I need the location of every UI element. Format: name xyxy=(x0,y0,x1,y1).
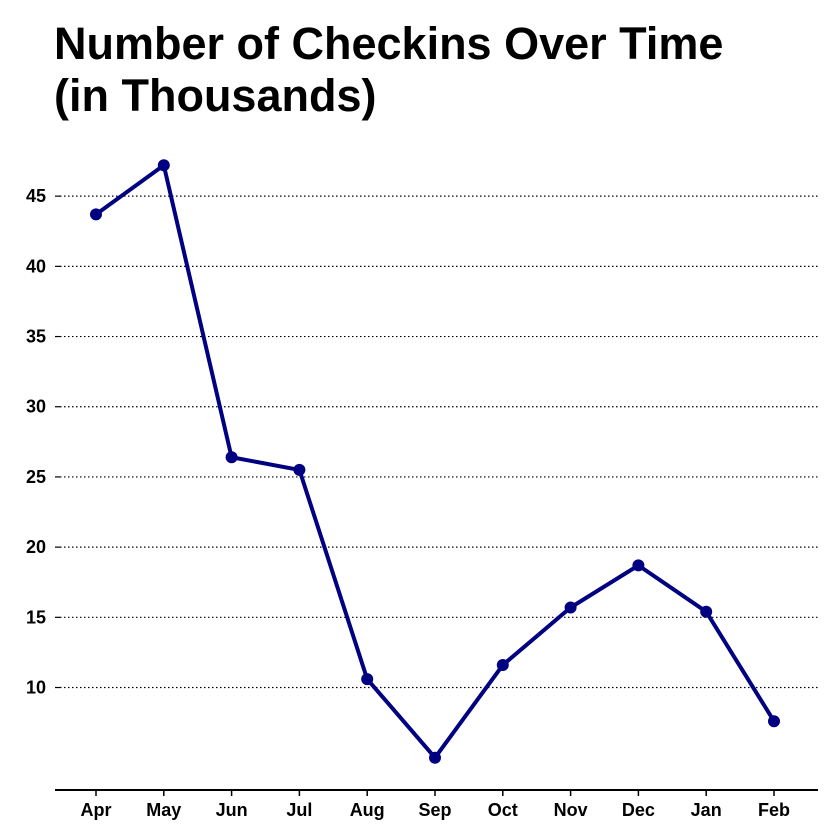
x-tick-label: Jun xyxy=(216,800,248,820)
chart-title: Number of Checkins Over Time (in Thousan… xyxy=(54,18,723,122)
x-axis: Apr May Jun Jul Aug Sep Oct Nov Dec Jan Feb xyxy=(81,790,790,820)
data-point-dec xyxy=(632,559,645,572)
data-point-may xyxy=(157,159,170,172)
data-point-jul xyxy=(293,463,306,476)
data-point-jun xyxy=(225,451,238,464)
y-tick-label: 15 xyxy=(26,607,46,627)
data-point-oct xyxy=(496,659,509,672)
x-tick-label: Jan xyxy=(691,800,722,820)
y-tick-label: 45 xyxy=(26,186,46,206)
series-line xyxy=(94,163,776,760)
x-tick-label: Jul xyxy=(286,800,312,820)
x-tick-label: Dec xyxy=(622,800,655,820)
x-tick-label: Nov xyxy=(554,800,588,820)
y-axis: 10 15 20 25 30 35 40 45 xyxy=(26,186,60,698)
x-tick-label: May xyxy=(146,800,181,820)
x-tick-label: Apr xyxy=(81,800,112,820)
data-point-nov xyxy=(564,601,577,614)
x-tick-label: Oct xyxy=(488,800,518,820)
y-tick-label: 30 xyxy=(26,397,46,417)
chart-title-line-1: Number of Checkins Over Time xyxy=(54,18,724,69)
y-tick-label: 35 xyxy=(26,327,46,347)
data-point-sep xyxy=(429,751,441,764)
data-point-jan xyxy=(700,605,713,618)
data-point-feb xyxy=(768,715,780,728)
x-tick-label: Sep xyxy=(418,800,451,820)
chart-title-line-2: (in Thousands) xyxy=(54,70,377,121)
x-tick-label: Feb xyxy=(758,800,790,820)
data-point-aug xyxy=(361,673,374,686)
y-tick-label: 10 xyxy=(26,678,46,698)
x-tick-label: Aug xyxy=(350,800,385,820)
series xyxy=(90,159,780,764)
data-point-apr xyxy=(90,208,102,221)
y-tick-label: 25 xyxy=(26,467,46,487)
y-tick-label: 40 xyxy=(26,256,46,276)
y-tick-label: 20 xyxy=(26,537,46,557)
